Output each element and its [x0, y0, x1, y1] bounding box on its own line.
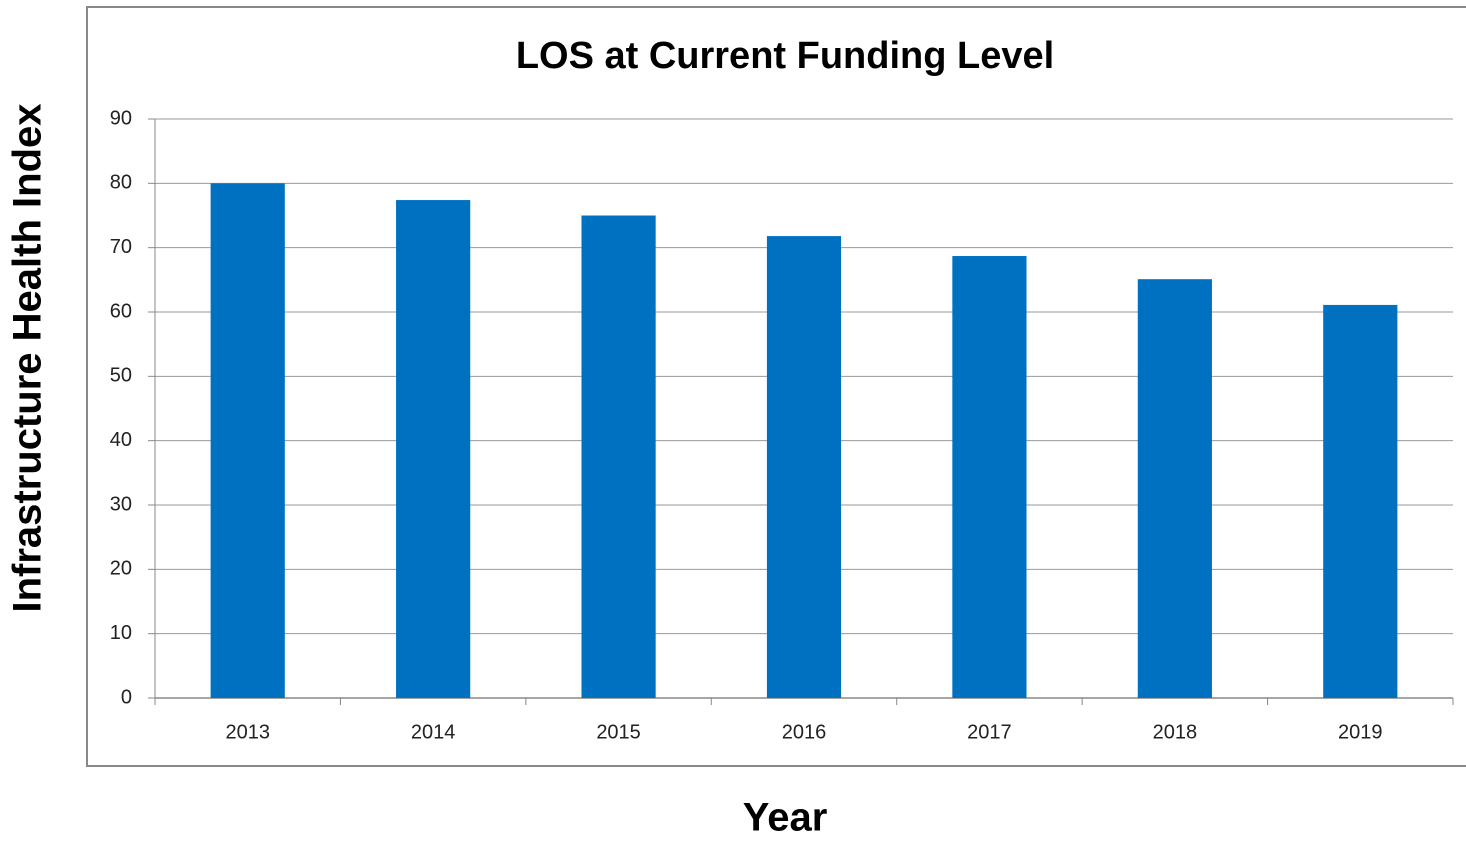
x-tick-label: 2014 — [411, 721, 456, 743]
bar — [581, 215, 656, 698]
y-tick-label: 40 — [110, 429, 132, 451]
y-axis-title: Infrastructure Health Index — [6, 103, 50, 612]
x-tick-label: 2019 — [1338, 721, 1383, 743]
x-tick-label: 2016 — [782, 721, 827, 743]
bar — [396, 200, 471, 698]
y-tick-label: 50 — [110, 365, 132, 387]
bar — [1137, 279, 1212, 698]
bar — [210, 183, 285, 699]
y-tick-label: 90 — [110, 107, 132, 129]
bar — [766, 236, 842, 698]
y-tick-label: 80 — [110, 172, 132, 194]
y-tick-label: 70 — [110, 236, 132, 258]
x-tick-label: 2013 — [225, 721, 270, 743]
bar — [952, 256, 1027, 698]
y-tick-label: 0 — [121, 686, 132, 708]
y-tick-label: 60 — [110, 300, 132, 322]
y-tick-label: 30 — [110, 493, 132, 515]
x-axis-title: Year — [743, 796, 828, 840]
x-tick-label: 2018 — [1153, 721, 1198, 743]
chart-title: LOS at Current Funding Level — [516, 35, 1054, 77]
x-tick-label: 2015 — [596, 721, 641, 743]
y-tick-label: 10 — [110, 622, 132, 644]
x-tick-label: 2017 — [967, 721, 1012, 743]
y-tick-label: 20 — [110, 558, 132, 580]
bar — [1323, 304, 1398, 698]
